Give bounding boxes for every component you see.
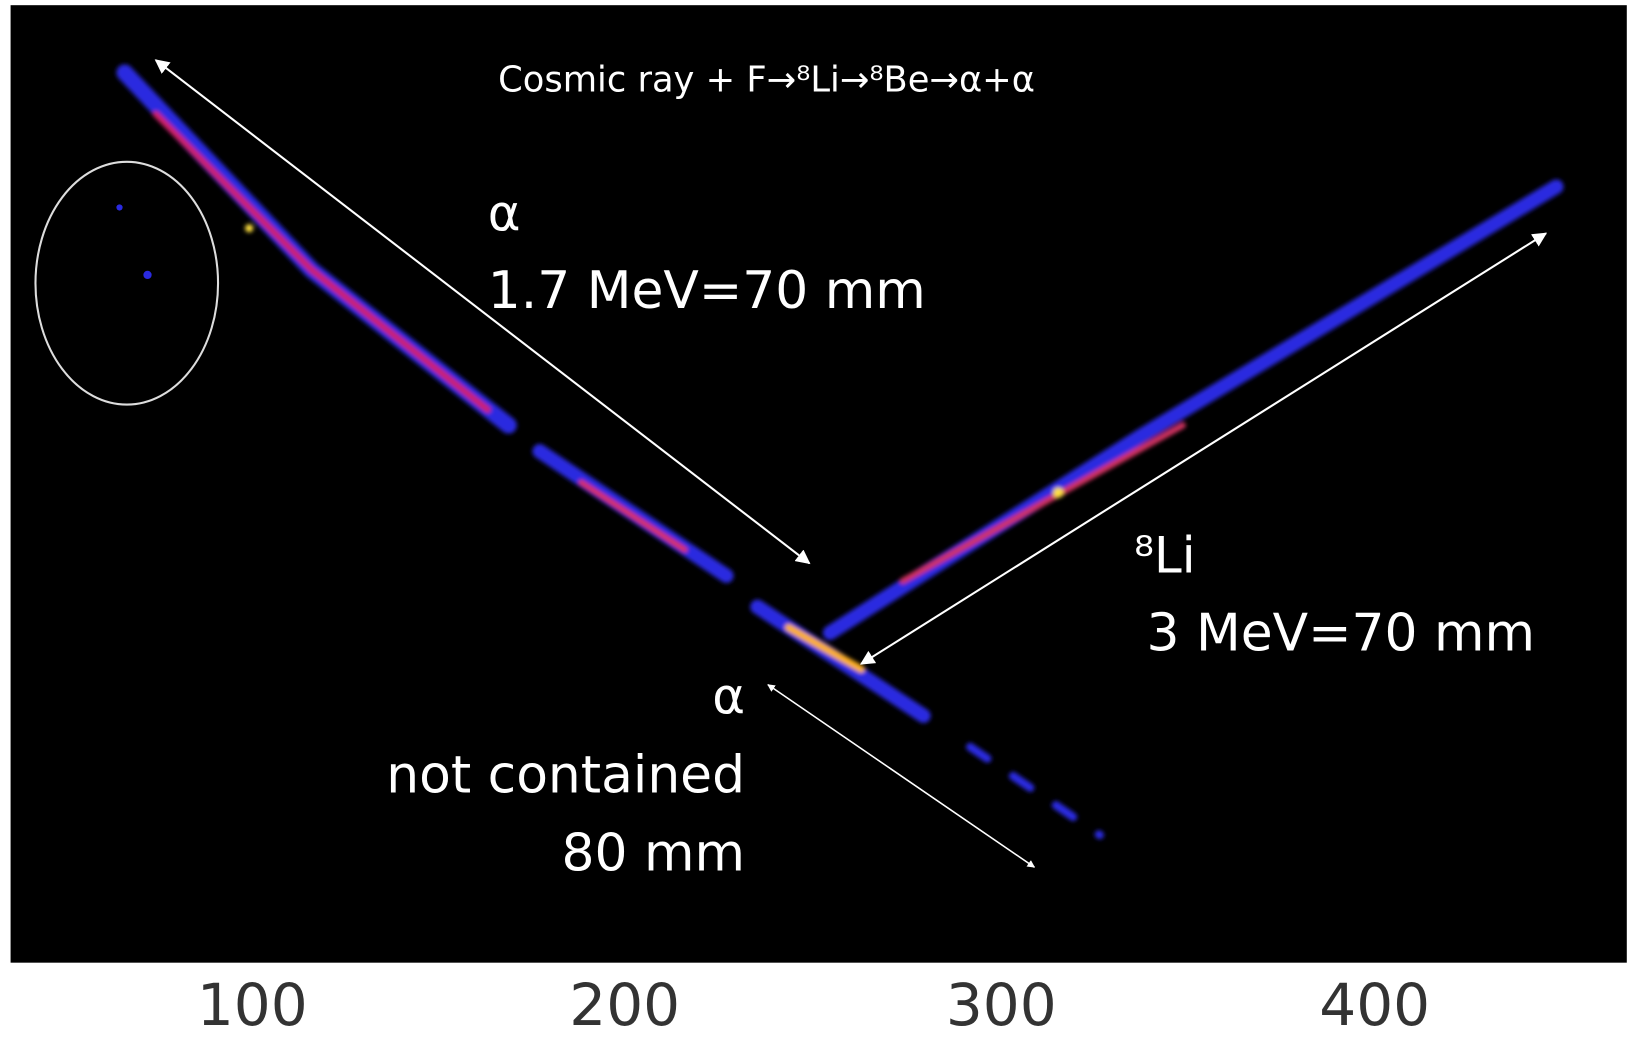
detector-image (10, 5, 1627, 963)
x-tick-label: 300 (946, 971, 1057, 1039)
li-arrow (859, 232, 1548, 665)
annotation: α (712, 668, 745, 726)
annotation: 1.7 MeV=70 mm (488, 261, 926, 321)
alpha2-arrow (767, 684, 1036, 868)
annotation: not contained (386, 746, 745, 806)
x-tick-label: 200 (569, 971, 680, 1039)
x-tick-label: 100 (197, 971, 308, 1039)
annotation: 80 mm (562, 823, 746, 883)
x-axis: 100 200 300 400 (197, 971, 1430, 1039)
hit (143, 270, 152, 280)
annotation: ⁸Li (1134, 527, 1196, 585)
annotation: α (488, 184, 521, 242)
title: Cosmic ray + F→⁸Li→⁸Be→α+α (498, 59, 1035, 100)
hit (116, 204, 123, 211)
annotation: 3 MeV=70 mm (1146, 603, 1535, 663)
x-tick-label: 400 (1319, 971, 1430, 1039)
alpha1-arrow (154, 59, 811, 565)
